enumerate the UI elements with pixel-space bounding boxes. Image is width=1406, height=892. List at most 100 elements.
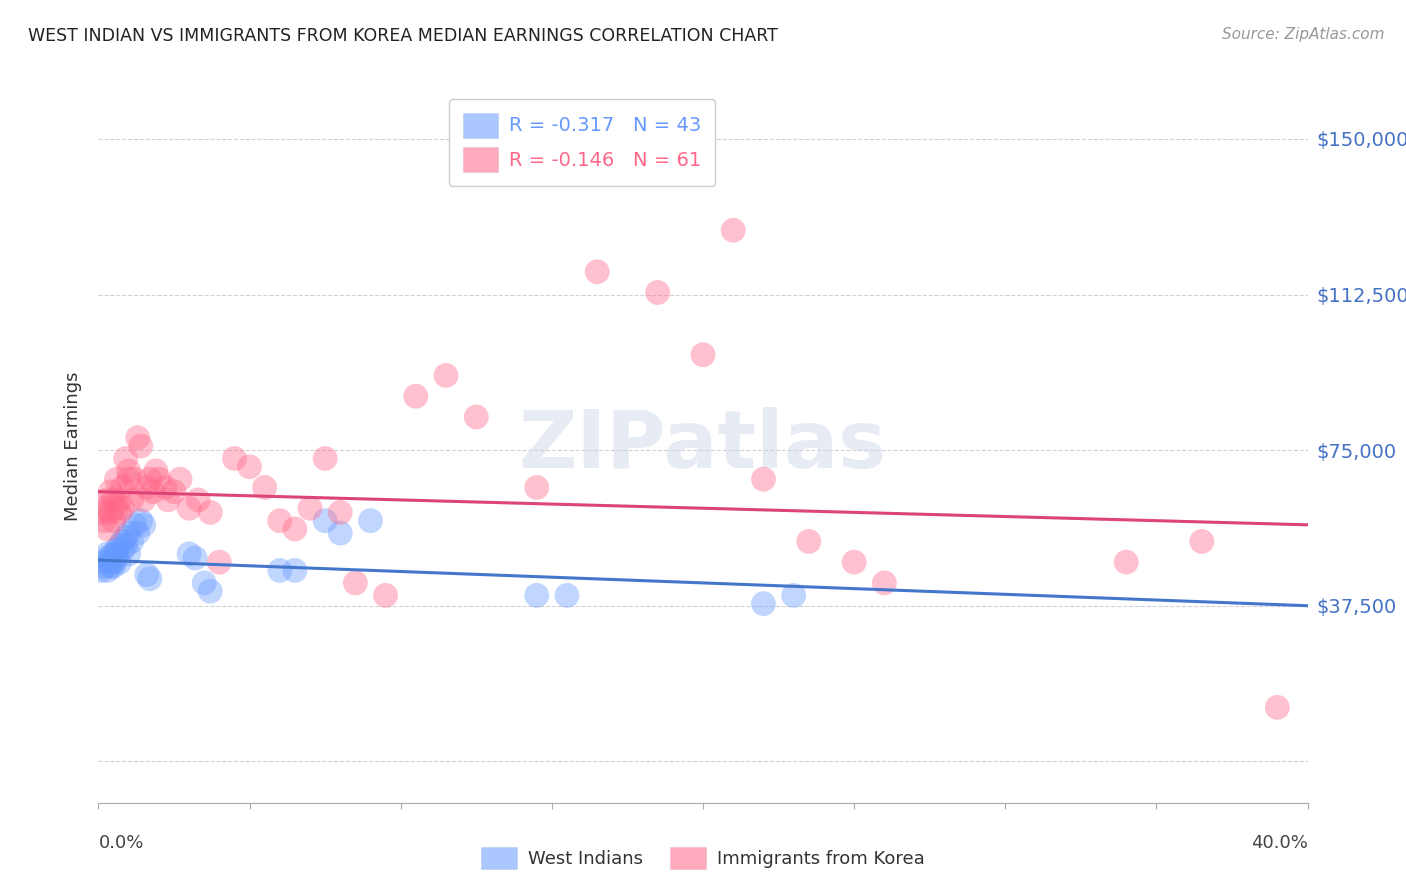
Point [208, 555, 231, 569]
Point [329, 526, 352, 541]
Point [299, 501, 322, 516]
Point [105, 472, 128, 486]
Point [129, 439, 152, 453]
Point [179, 501, 201, 516]
Point [90, 564, 112, 578]
Point [139, 572, 162, 586]
Point [405, 389, 427, 403]
Point [844, 555, 866, 569]
Point [118, 547, 141, 561]
Point [692, 348, 714, 362]
Point [124, 472, 146, 486]
Point [169, 472, 191, 486]
Point [329, 505, 352, 519]
Point [100, 555, 122, 569]
Point [108, 555, 131, 569]
Point [269, 514, 291, 528]
Point [797, 534, 820, 549]
Point [873, 575, 896, 590]
Point [105, 501, 128, 516]
Point [96, 492, 118, 507]
Point [96, 551, 118, 566]
Point [153, 481, 176, 495]
Point [121, 492, 143, 507]
Text: 0.0%: 0.0% [98, 834, 143, 852]
Point [103, 559, 125, 574]
Point [1115, 555, 1137, 569]
Point [314, 451, 336, 466]
Point [127, 431, 149, 445]
Point [108, 539, 131, 553]
Point [114, 530, 136, 544]
Text: Source: ZipAtlas.com: Source: ZipAtlas.com [1222, 27, 1385, 42]
Point [224, 451, 246, 466]
Point [187, 492, 209, 507]
Point [555, 588, 578, 602]
Point [118, 472, 141, 486]
Point [752, 597, 775, 611]
Point [269, 564, 291, 578]
Point [96, 522, 118, 536]
Point [1191, 534, 1213, 549]
Point [179, 547, 201, 561]
Point [103, 492, 125, 507]
Point [139, 472, 162, 486]
Point [111, 501, 134, 516]
Point [108, 505, 131, 519]
Point [526, 481, 548, 495]
Point [111, 542, 134, 557]
Point [465, 409, 488, 424]
Point [156, 492, 179, 507]
Point [163, 484, 186, 499]
Point [200, 505, 222, 519]
Point [200, 584, 222, 599]
Point [1267, 700, 1289, 714]
Point [93, 559, 115, 574]
Point [132, 517, 155, 532]
Point [132, 492, 155, 507]
Point [374, 588, 396, 602]
Point [111, 481, 134, 495]
Point [118, 464, 141, 478]
Point [526, 588, 548, 602]
Point [284, 564, 307, 578]
Point [253, 481, 276, 495]
Point [314, 514, 336, 528]
Point [90, 505, 112, 519]
Point [434, 368, 457, 383]
Point [105, 542, 128, 557]
Point [114, 539, 136, 553]
Point [93, 501, 115, 516]
Point [124, 517, 146, 532]
Point [108, 492, 131, 507]
Point [344, 575, 367, 590]
Point [93, 514, 115, 528]
Point [96, 564, 118, 578]
Point [148, 472, 170, 486]
Point [129, 514, 152, 528]
Point [105, 547, 128, 561]
Point [103, 547, 125, 561]
Point [100, 551, 122, 566]
Point [145, 464, 167, 478]
Point [184, 551, 207, 566]
Text: WEST INDIAN VS IMMIGRANTS FROM KOREA MEDIAN EARNINGS CORRELATION CHART: WEST INDIAN VS IMMIGRANTS FROM KOREA MED… [28, 27, 778, 45]
Point [100, 505, 122, 519]
Point [193, 575, 215, 590]
Point [284, 522, 307, 536]
Point [114, 451, 136, 466]
Text: 40.0%: 40.0% [1251, 834, 1308, 852]
Point [100, 484, 122, 499]
Point [647, 285, 669, 300]
Point [121, 534, 143, 549]
Point [100, 559, 122, 574]
Y-axis label: Median Earnings: Median Earnings [65, 371, 83, 521]
Point [783, 588, 806, 602]
Point [360, 514, 382, 528]
Point [105, 551, 128, 566]
Point [586, 265, 609, 279]
Point [752, 472, 775, 486]
Point [723, 223, 745, 237]
Point [127, 526, 149, 541]
Point [118, 526, 141, 541]
